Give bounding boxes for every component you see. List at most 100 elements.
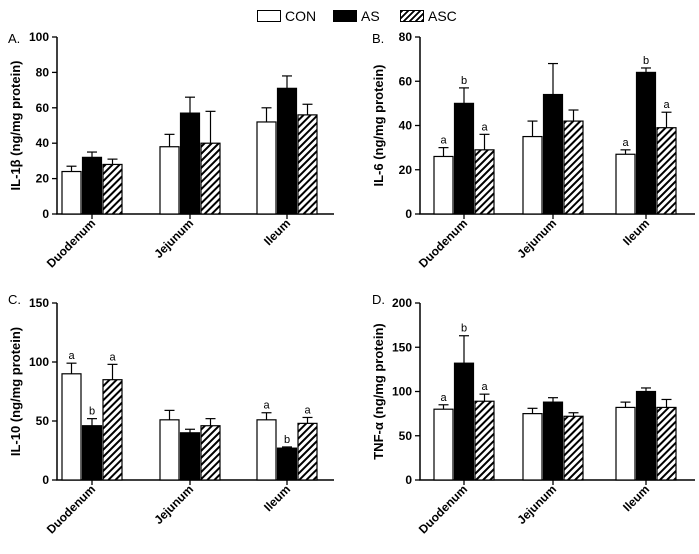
bar-asc-duodenum [102,379,123,481]
x-tick-label-duodenum: Duodenum [44,216,98,270]
bar-as-ileum [276,87,298,215]
x-tick-label-duodenum: Duodenum [44,482,98,536]
bar-asc-ileum [297,114,318,215]
bar-as-jejunum [179,432,201,481]
legend-item-asc: ASC [400,8,457,24]
chart-panel-3: C. IL-10 (ng/mg protein) 0 50 100 150 a b a Duode… [8,292,334,536]
bar-as-duodenum [453,102,475,215]
bar-as-duodenum [81,156,103,215]
bar-asc-jejunum [200,425,221,481]
y-tick-label: 100 [29,30,49,44]
y-tick-label: 80 [36,65,50,79]
legend-swatch-as [333,10,357,22]
bar-as-ileum [635,71,657,215]
significance-letter: a [481,381,488,393]
legend-label-asc: ASC [428,8,457,24]
significance-letter: a [440,392,447,404]
panel-label: C. [8,292,21,307]
y-tick-label: 80 [399,30,413,44]
significance-letter: a [481,121,488,133]
y-tick-label: 100 [29,355,49,369]
y-tick-label: 0 [405,473,412,487]
significance-letter: a [304,404,311,416]
y-tick-label: 20 [36,172,50,186]
y-tick-label: 20 [399,163,413,177]
x-tick-label-duodenum: Duodenum [416,216,470,270]
legend: CON AS ASC [0,2,699,28]
bar-con-jejunum [159,146,180,215]
y-tick-label: 40 [399,119,413,133]
y-tick-label: 200 [392,296,412,310]
bar-asc-duodenum [102,163,123,215]
significance-letter: b [461,75,467,87]
significance-letter: a [68,350,75,362]
bar-con-ileum [615,406,636,481]
bar-con-ileum [615,153,636,215]
significance-letter: a [109,351,116,363]
y-axis-label: TNF-α (ng/mg protein) [371,323,386,460]
y-tick-label: 0 [405,207,412,221]
y-axis-label: IL-10 (ng/mg protein) [8,327,23,456]
y-tick-label: 40 [36,136,50,150]
y-tick-label: 50 [36,414,50,428]
x-tick-label-jejunum: Jejunum [514,482,559,527]
legend-label-con: CON [285,8,317,24]
bar-con-jejunum [522,135,543,215]
y-axis-label: IL-6 (ng/mg protein) [371,64,386,186]
bar-asc-duodenum [474,149,495,215]
y-tick-label: 150 [29,296,49,310]
legend-item-as: AS [333,8,380,24]
significance-letter: b [89,406,95,418]
x-tick-label-duodenum: Duodenum [416,482,470,536]
bar-asc-jejunum [200,142,221,215]
bar-con-ileum [256,121,277,215]
bar-asc-jejunum [563,120,584,215]
bar-con-duodenum [61,373,82,481]
significance-letter: b [284,434,290,446]
x-tick-label-jejunum: Jejunum [151,482,196,527]
significance-letter: a [663,99,670,111]
x-tick-label-jejunum: Jejunum [151,216,196,261]
bar-as-jejunum [542,93,564,215]
y-tick-label: 60 [36,101,50,115]
x-tick-label-ileum: Ileum [261,216,293,248]
bar-as-duodenum [453,362,475,481]
chart-panel-4: D. TNF-α (ng/mg protein) 0 50 100 150 200 a b a Du… [371,292,695,536]
x-tick-label-ileum: Ileum [261,482,293,514]
bar-con-jejunum [159,419,180,481]
bar-con-ileum [256,419,277,481]
panel-label: B. [372,31,384,46]
bar-con-jejunum [522,413,543,481]
bar-as-ileum [635,390,657,481]
y-tick-label: 0 [42,207,49,221]
x-tick-label-ileum: Ileum [620,216,652,248]
bar-con-duodenum [61,170,82,215]
legend-swatch-con [257,10,281,22]
bar-con-duodenum [433,155,454,215]
y-tick-label: 0 [42,473,49,487]
y-tick-label: 50 [399,429,413,443]
bar-as-jejunum [542,401,564,481]
y-tick-label: 60 [399,74,413,88]
legend-item-con: CON [257,8,316,24]
chart-panel-2: B. IL-6 (ng/mg protein) 0 20 40 60 80 a b a Duoden… [371,30,695,270]
panel-label: D. [372,292,385,307]
panel-label: A. [8,31,20,46]
significance-letter: b [643,55,649,67]
bar-as-duodenum [81,425,103,481]
bar-con-duodenum [433,408,454,481]
legend-label-as: AS [361,8,380,24]
significance-letter: a [440,135,447,147]
bar-as-ileum [276,447,298,481]
significance-letter: a [263,400,270,412]
significance-letter: a [622,137,629,149]
bar-asc-duodenum [474,400,495,481]
bar-asc-jejunum [563,415,584,481]
y-axis-label: IL-1β (ng/mg protein) [8,61,23,191]
x-tick-label-ileum: Ileum [620,482,652,514]
y-tick-label: 100 [392,385,412,399]
chart-panel-1: A. IL-1β (ng/mg protein) 0 20 40 60 80 100 Duode… [8,30,334,270]
y-tick-label: 150 [392,340,412,354]
significance-letter: b [461,323,467,335]
